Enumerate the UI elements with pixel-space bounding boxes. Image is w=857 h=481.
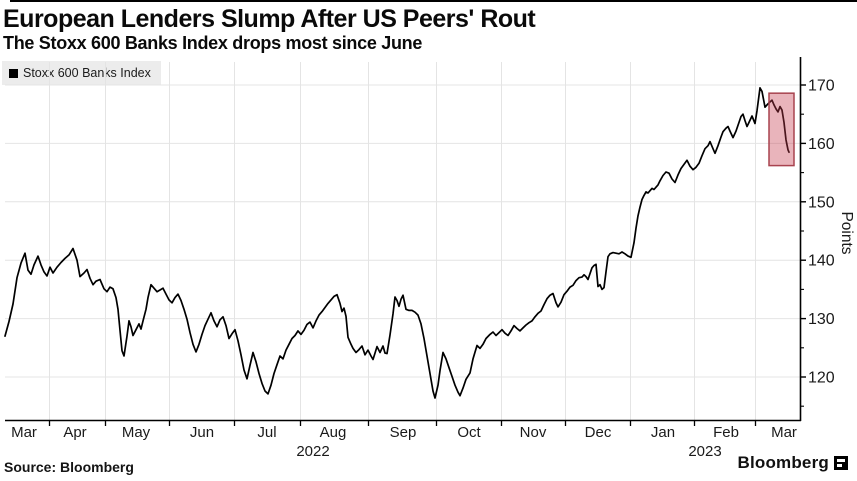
x-month-label: May bbox=[122, 424, 151, 441]
legend-swatch-icon bbox=[9, 68, 18, 78]
x-month-label: Oct bbox=[457, 424, 481, 441]
y-tick-label: 160 bbox=[808, 136, 835, 153]
x-month-label: Sep bbox=[390, 424, 417, 441]
top-rule bbox=[10, 0, 857, 2]
slump-highlight-box bbox=[768, 92, 795, 167]
bloomberg-watermark-text: Bloomberg bbox=[737, 453, 829, 472]
legend: Stoxx 600 Banks Index bbox=[2, 61, 161, 85]
x-month-label: Feb bbox=[713, 424, 739, 441]
x-month-label: Dec bbox=[585, 424, 612, 441]
x-year-label: 2022 bbox=[296, 443, 329, 460]
x-month-label: Jan bbox=[651, 424, 675, 441]
chart-subtitle: The Stoxx 600 Banks Index drops most sin… bbox=[3, 33, 423, 53]
y-tick-label: 120 bbox=[808, 370, 835, 387]
x-month-label: Mar bbox=[11, 424, 37, 441]
x-month-label: Jul bbox=[257, 424, 276, 441]
chart-title: European Lenders Slump After US Peers' R… bbox=[3, 5, 536, 33]
y-tick-label: 150 bbox=[808, 194, 835, 211]
y-tick-label: 170 bbox=[808, 78, 835, 95]
y-tick-label: 130 bbox=[808, 311, 835, 328]
x-year-label: 2023 bbox=[688, 443, 721, 460]
y-tick-label: 140 bbox=[808, 253, 835, 270]
x-month-label: Jun bbox=[190, 424, 214, 441]
source-note: Source: Bloomberg bbox=[4, 459, 134, 475]
bloomberg-watermark: Bloomberg bbox=[737, 453, 848, 473]
x-month-label: Nov bbox=[520, 424, 547, 441]
x-month-label: Aug bbox=[320, 424, 347, 441]
legend-label: Stoxx 600 Banks Index bbox=[23, 66, 151, 80]
x-month-label: Mar bbox=[771, 424, 797, 441]
bloomberg-logo-icon bbox=[834, 456, 848, 470]
series-line bbox=[4, 87, 790, 399]
y-axis-title: Points bbox=[838, 211, 855, 254]
x-month-label: Apr bbox=[63, 424, 86, 441]
